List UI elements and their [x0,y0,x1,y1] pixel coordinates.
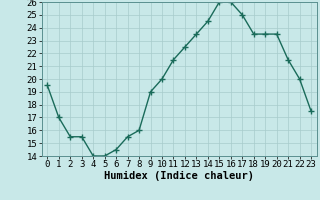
X-axis label: Humidex (Indice chaleur): Humidex (Indice chaleur) [104,171,254,181]
